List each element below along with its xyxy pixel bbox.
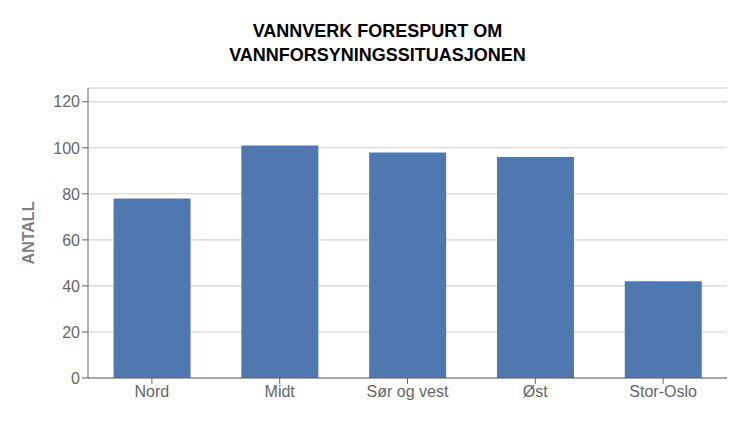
svg-text:Stor-Oslo: Stor-Oslo [629,383,697,400]
svg-text:0: 0 [71,370,80,387]
svg-text:120: 120 [53,93,80,110]
svg-text:20: 20 [62,324,80,341]
svg-text:ANTALL: ANTALL [20,201,37,264]
svg-text:100: 100 [53,140,80,157]
html-text:VANNFORSYNINGSSITUASJONEN: VANNFORSYNINGSSITUASJONEN [229,45,526,65]
svg-text:40: 40 [62,278,80,295]
svg-text:Øst: Øst [523,383,548,400]
svg-text:80: 80 [62,186,80,203]
svg-text:60: 60 [62,232,80,249]
svg-text:Sør og vest: Sør og vest [367,383,449,400]
svg-text:Nord: Nord [135,383,170,400]
svg-text:Midt: Midt [265,383,296,400]
html-text:VANNVERK FORESPURT OM: VANNVERK FORESPURT OM [252,20,503,41]
